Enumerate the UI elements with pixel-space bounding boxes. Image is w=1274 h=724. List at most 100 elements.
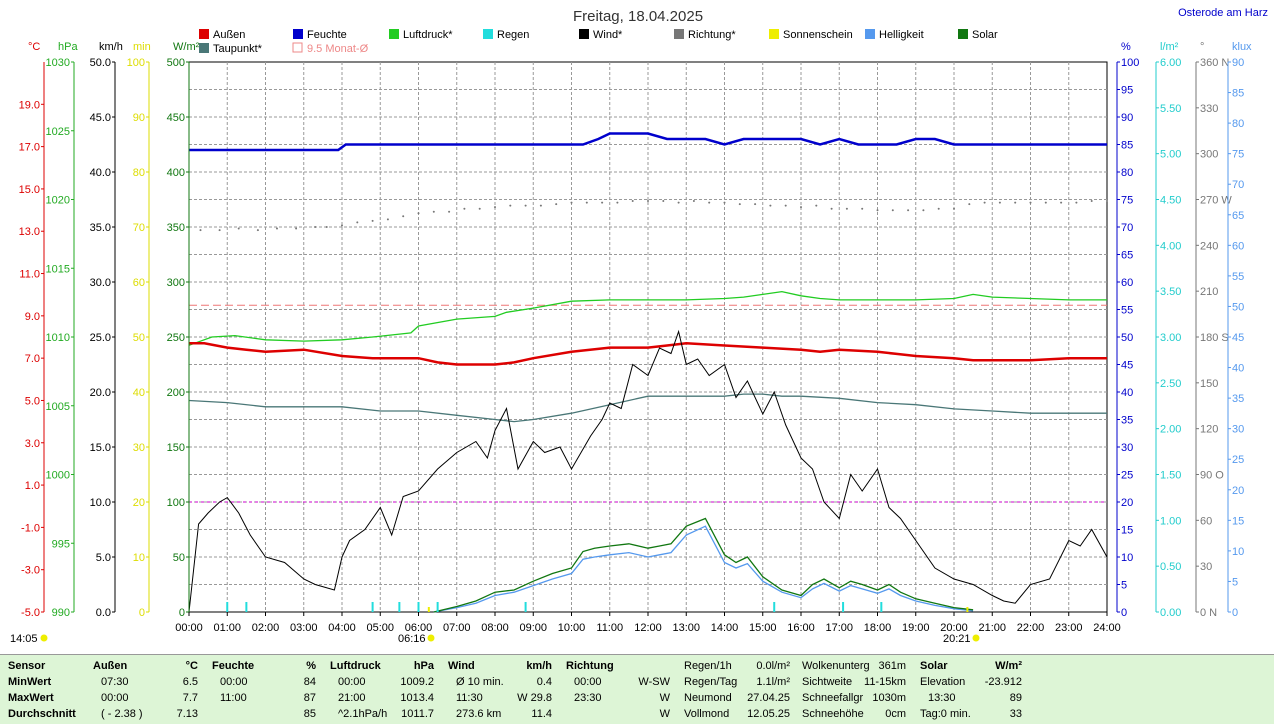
stat-row-label: MinWert [8,676,52,688]
rain-tick [417,602,420,612]
axis-tick-label: 2.00 [1160,424,1181,436]
axis-tick-label: 9.0 [25,311,40,323]
direction-point [432,210,435,213]
stat-value: W [659,708,670,720]
stat-col-title: Luftdruck [330,660,381,672]
legend-swatch [292,42,303,53]
axis-tick-label: 35.0 [90,222,111,234]
direction-point [754,203,757,206]
axis-unit: min [133,41,151,53]
stat-value: 87 [303,692,316,704]
direction-point [1060,201,1063,204]
axis-tick-label: 0 [139,607,145,619]
axis-tick-label: 1015 [46,263,70,275]
direction-point [448,210,451,213]
direction-point [922,209,925,212]
axis-tick-label: 85 [1232,88,1244,100]
axis-tick-label: 0.0 [96,607,111,619]
x-tick-label: 19:00 [902,622,930,634]
stat-time: 11:30 [456,692,483,704]
stat-col-unit: km/h [526,660,552,672]
axis-tick-label: 75 [1121,195,1133,207]
legend-swatch [199,29,209,39]
stat-time: 23:30 [574,692,602,704]
legend-swatch [483,29,493,39]
rain-value: 1.1l/m² [756,676,790,688]
axis-tick-label: 7.0 [25,353,40,365]
axis-tick-label: 50 [1121,332,1133,344]
axis-tick-label: 40 [1121,387,1133,399]
legend-label: Solar [972,29,998,41]
axis-tick-label: 360 N [1200,57,1229,69]
direction-point [509,204,512,207]
axis-tick-label: 15 [1121,525,1133,537]
direction-point [237,227,240,230]
axis-tick-label: 90 [1232,57,1244,69]
stat-col-title: Wind [448,660,475,672]
axis-tick-label: 200 [167,387,185,399]
stat-value: W [659,692,670,704]
direction-point [738,203,741,206]
direction-point [417,212,420,215]
axis-tick-label: 5.50 [1160,103,1181,115]
direction-point [677,201,680,204]
direction-point [784,204,787,207]
axis-tick-label: 3.00 [1160,332,1181,344]
axis-tick-label: 19.0 [19,99,40,111]
sun-mark [427,607,430,612]
rain-label: Neumond [684,692,732,704]
axis-tick-label: 0 [179,607,185,619]
solar-label: 13:30 [928,692,956,704]
axis-tick-label: 15.0 [19,184,40,196]
stat-col-title: Sensor [8,660,46,672]
stat-value: 0.4 [536,676,552,688]
legend-label: Außen [213,29,245,41]
x-tick-label: 08:00 [481,622,509,634]
axis-tick-label: 40.0 [90,167,111,179]
direction-point [708,201,711,204]
stat-time: 00:00 [101,692,129,704]
stat-row-label: MaxWert [8,692,54,704]
axis-tick-label: 995 [52,538,70,550]
axis-tick-label: 1005 [46,401,70,413]
axis-tick-label: 60 [1121,277,1133,289]
x-tick-label: 03:00 [290,622,318,634]
x-tick-label: 15:00 [749,622,777,634]
direction-point [692,200,695,202]
direction-point [861,207,864,210]
direction-point [218,229,221,232]
direction-point [845,207,848,210]
direction-point [662,200,665,202]
rain-tick [226,602,229,612]
axis-tick-label: 80 [1121,167,1133,179]
axis-tick-label: 1.00 [1160,515,1181,527]
stat-row-label: Durchschnitt [8,708,76,720]
direction-point [601,201,604,204]
series-line-taupunkt [188,393,1107,423]
cloud-label: Schneefallgr [802,692,864,704]
axis-tick-label: 90 [1121,112,1133,124]
direction-point [830,207,833,210]
legend-swatch [769,29,779,39]
series-line-wind [188,329,1108,613]
stat-value: 1009.2 [400,676,434,688]
cloud-value: 361m [878,660,906,672]
axis-tick-label: 95 [1121,85,1133,97]
axis-tick-label: 60 [1200,515,1212,527]
direction-point [524,204,527,207]
axis-tick-label: 4.00 [1160,240,1181,252]
direction-point [585,201,588,204]
axis-tick-label: 300 [167,277,185,289]
axis-tick-label: 3.50 [1160,286,1181,298]
axis-tick-label: 5.00 [1160,149,1181,161]
direction-point [1029,201,1032,204]
direction-point [356,221,359,224]
axis-tick-label: 0.00 [1160,607,1181,619]
sunrise-label: 06:16 [398,633,426,645]
direction-point [478,207,481,210]
axis-tick-label: 10 [1232,546,1244,558]
direction-point [1090,200,1093,202]
axis-tick-label: 20 [1232,485,1244,497]
axis-tick-label: 65 [1232,210,1244,222]
direction-point [256,229,259,232]
